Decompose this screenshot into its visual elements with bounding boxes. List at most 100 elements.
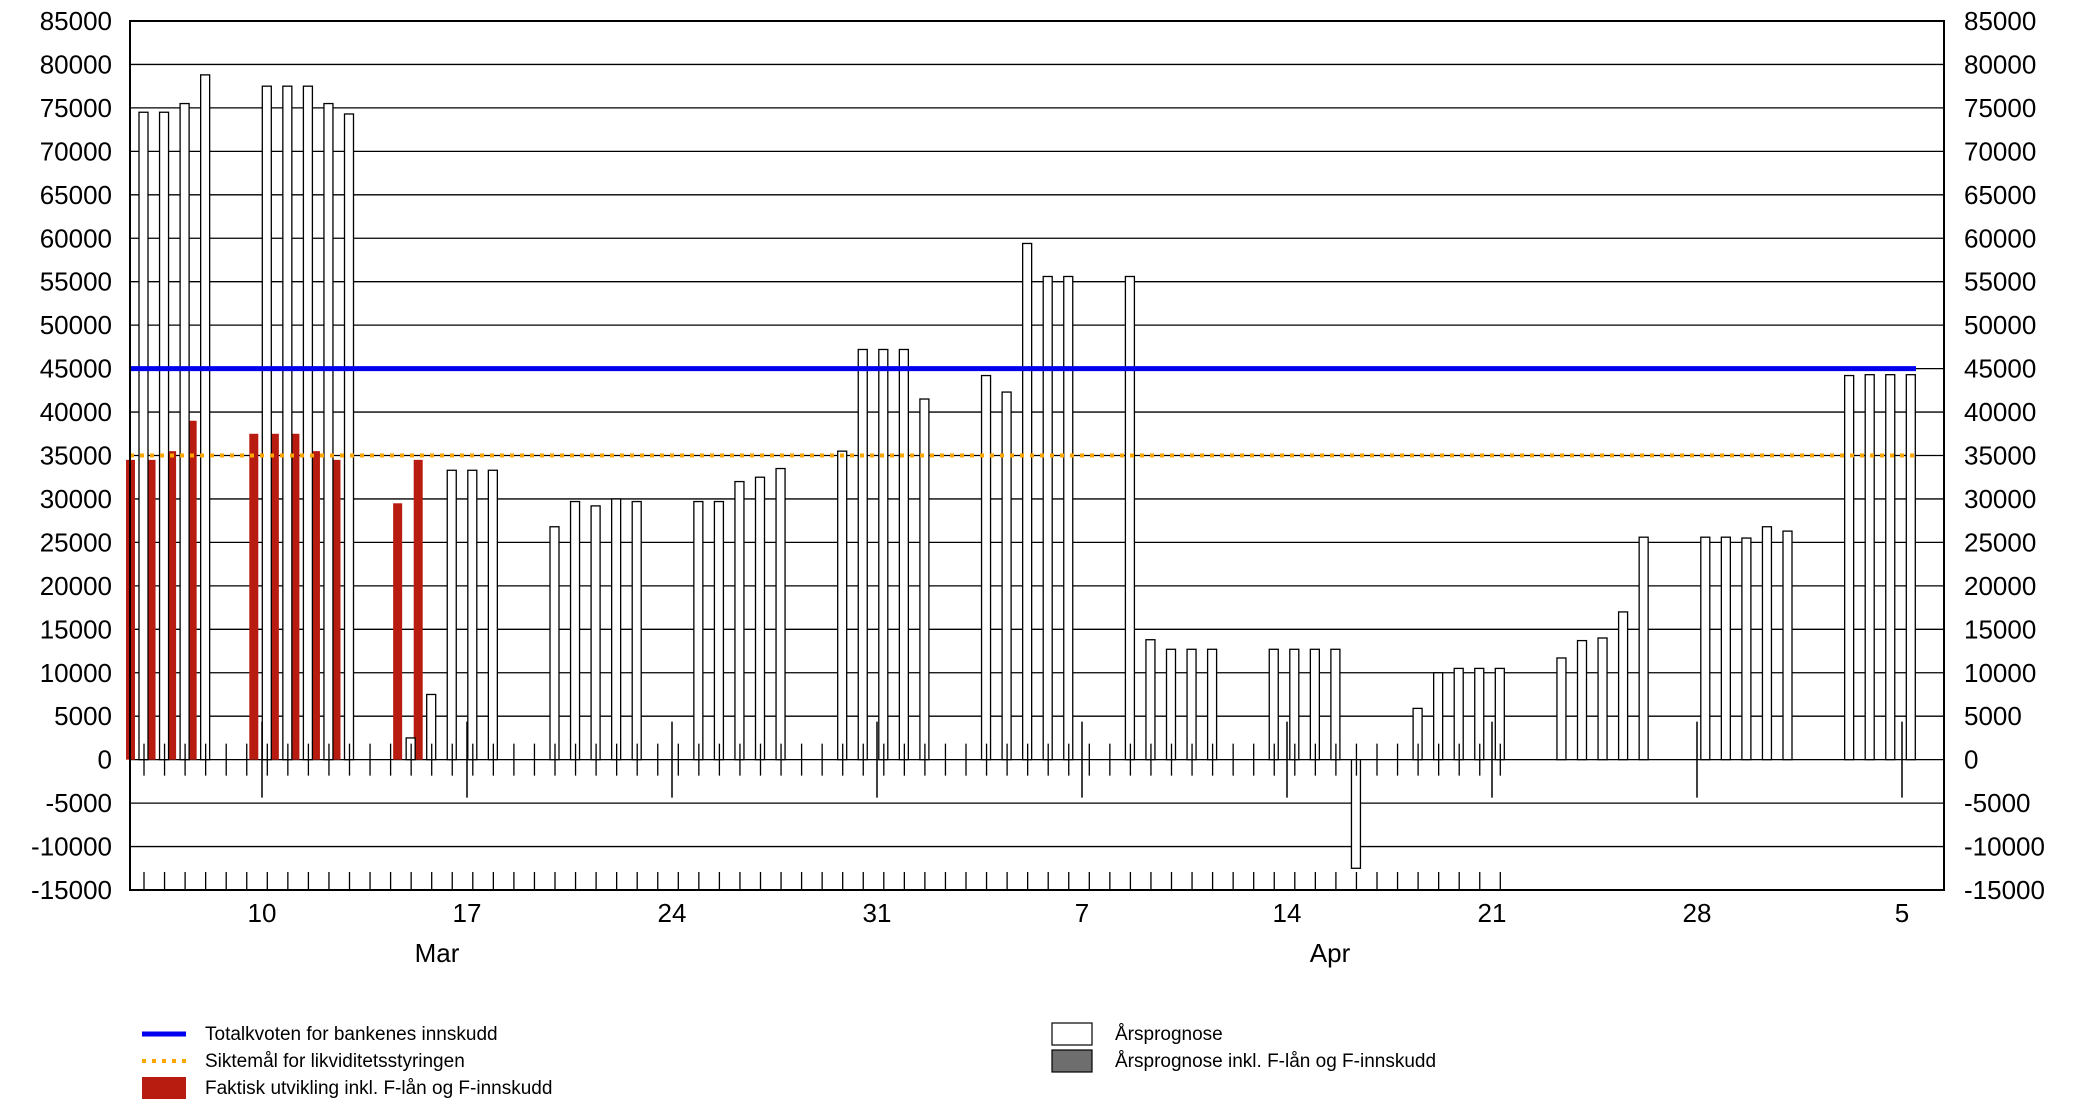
month-label: Mar [415,938,460,968]
actual-bar [393,503,403,760]
forecast-bar [1741,537,1752,761]
x-tick-label: 31 [863,898,892,928]
y-tick-label-right: 40000 [1964,397,2036,427]
y-tick-label-right: 75000 [1964,93,2036,123]
legend-swatch-actual [142,1077,186,1099]
y-tick-label-left: 5000 [54,701,112,731]
y-tick-label-right: 35000 [1964,441,2036,471]
y-tick-label-right: 45000 [1964,354,2036,384]
forecast-bar [734,480,745,761]
forecast-bar [878,348,889,761]
legend-label: Årsprognose inkl. F-lån og F-innskudd [1115,1051,1436,1072]
y-tick-label-left: 15000 [40,614,112,644]
forecast-bar [590,505,601,761]
y-tick-label-left: -10000 [31,832,112,862]
y-tick-label-right: 80000 [1964,49,2036,79]
y-tick-label-right: 70000 [1964,136,2036,166]
forecast-bar [1206,648,1218,761]
y-tick-label-left: 80000 [40,49,112,79]
forecast-bar [1638,536,1649,761]
plot-frame [129,20,1945,891]
forecast-bar [1330,648,1341,761]
y-tick-label-left: 40000 [40,397,112,427]
legend-label: Faktisk utvikling inkl. F-lån og F-innsk… [205,1078,552,1099]
x-tick-label: 10 [248,898,277,928]
forecast-bar [199,74,211,761]
actual-bar [290,433,300,760]
forecast-bar [1350,759,1362,869]
forecast-bar [323,102,334,761]
actual-bar [146,459,156,760]
forecast-bar [1186,648,1197,761]
y-tick-label-right: 30000 [1964,484,2036,514]
x-axis: 10 17 24 31 7 14 21 28 5 Mar Apr [143,721,1909,968]
forecast-bar [1309,648,1320,761]
legend-label: Siktemål for likviditetsstyringen [205,1051,465,1072]
forecast-bar [1042,275,1053,761]
y-tick-label-left: 25000 [40,527,112,557]
y-tick-label-left: 35000 [40,441,112,471]
x-tick-label: 28 [1683,898,1712,928]
x-tick-label: 17 [453,898,482,928]
actual-bar [310,451,320,760]
forecast-bar [138,111,149,761]
y-tick-label-left: 55000 [40,267,112,297]
forecast-bar [1556,657,1567,761]
forecast-bar [1844,374,1855,761]
y-tick-label-left: 85000 [40,6,112,36]
y-tick-label-right: 15000 [1964,614,2036,644]
forecast-bar [1268,648,1279,761]
legend-swatch-forecast-f [1051,1049,1093,1073]
x-tick-label: 14 [1273,898,1302,928]
forecast-bar [302,85,314,761]
forecast-bar [693,500,704,761]
y-tick-label-left: 75000 [40,93,112,123]
forecast-bar [1597,637,1608,761]
forecast-bar [158,111,170,761]
x-tick-label: 7 [1075,898,1089,928]
forecast-bar [1124,275,1136,761]
forecast-bar [919,398,930,761]
forecast-bar [487,469,499,761]
forecast-bar [1782,530,1793,761]
y-tick-label-right: -15000 [1964,875,2045,905]
forecast-bar [857,348,868,761]
forecast-bar [1001,391,1012,761]
y-tick-label-left: 65000 [40,180,112,210]
forecast-bar [282,85,293,761]
bars [126,74,1916,869]
forecast-bar [261,85,272,761]
y-tick-label-left: 10000 [40,658,112,688]
legend-swatch-forecast [1051,1022,1093,1046]
forecast-bar [467,469,478,761]
y-tick-label-right: 55000 [1964,267,2036,297]
y-tick-label-right: 0 [1964,745,1978,775]
forecast-bar [1617,611,1629,761]
forecast-bar [775,467,786,761]
y-tick-label-right: 25000 [1964,527,2036,557]
y-tick-label-right: -5000 [1964,788,2031,818]
actual-bar [167,451,177,760]
y-axis-left: 8500080000750007000065000600005500050000… [31,6,112,905]
forecast-bar [1022,242,1033,761]
y-axis-right: 8500080000750007000065000600005500050000… [1964,6,2045,905]
forecast-bar [179,102,190,761]
x-tick-label: 24 [658,898,687,928]
legend: Totalkvoten for bankenes innskudd Siktemå… [142,1022,1436,1099]
y-tick-label-left: 20000 [40,571,112,601]
forecast-bar [713,500,725,761]
y-tick-label-left: 30000 [40,484,112,514]
forecast-bar [898,348,909,761]
forecast-bar [1905,374,1916,761]
forecast-bar [446,469,457,761]
y-tick-label-left: 45000 [40,354,112,384]
y-tick-label-right: 5000 [1964,701,2022,731]
forecast-bar [1145,639,1156,761]
y-tick-label-left: 0 [98,745,112,775]
actual-bar [331,459,341,760]
y-tick-label-right: 20000 [1964,571,2036,601]
actual-bar [413,459,423,760]
forecast-bar [1864,374,1875,761]
forecast-bar [1289,648,1300,761]
forecast-bar [980,374,992,761]
